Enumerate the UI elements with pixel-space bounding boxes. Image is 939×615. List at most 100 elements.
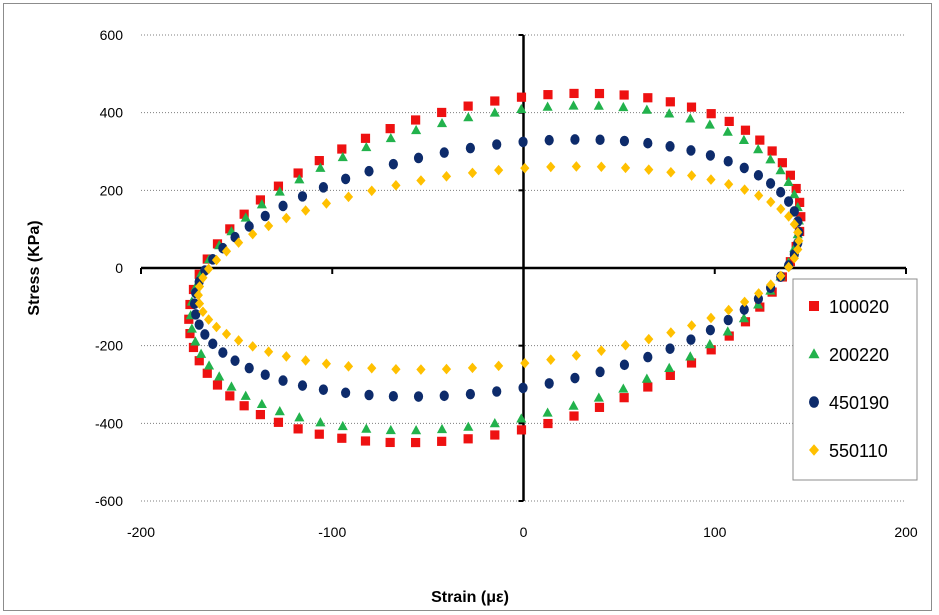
data-point — [686, 145, 696, 156]
data-point — [343, 361, 354, 372]
data-point — [595, 366, 605, 378]
data-point — [437, 436, 447, 446]
data-point — [706, 345, 716, 355]
data-point — [516, 92, 527, 102]
data-point — [436, 423, 448, 434]
data-point — [248, 228, 258, 240]
data-point — [391, 180, 401, 191]
data-point — [465, 142, 475, 154]
data-point — [463, 112, 474, 122]
data-point — [724, 116, 734, 126]
x-tick-label: 200 — [894, 524, 918, 540]
data-point — [214, 371, 225, 381]
data-point — [314, 429, 324, 439]
data-point — [571, 350, 581, 361]
data-point — [256, 398, 267, 409]
data-point — [297, 191, 308, 202]
y-tick-label: 400 — [100, 105, 124, 121]
data-point — [596, 345, 606, 356]
data-point — [595, 134, 605, 146]
data-point — [234, 335, 244, 346]
data-point — [244, 362, 254, 374]
data-point — [186, 323, 197, 333]
data-point — [619, 393, 629, 403]
legend-label: 200220 — [829, 345, 889, 365]
data-point — [776, 186, 786, 198]
data-point — [739, 184, 750, 195]
data-point — [364, 165, 374, 177]
data-point — [620, 339, 631, 351]
data-point — [706, 312, 716, 324]
data-point — [274, 406, 285, 416]
data-point — [704, 339, 715, 349]
data-point — [198, 272, 208, 284]
data-point — [593, 100, 604, 110]
data-point — [789, 252, 799, 264]
data-point — [643, 382, 653, 392]
data-point — [644, 164, 654, 175]
legend-marker — [808, 348, 820, 359]
legend-label: 100020 — [829, 297, 889, 317]
data-point — [685, 351, 696, 361]
data-point — [255, 195, 266, 205]
legend-marker — [809, 396, 819, 408]
data-point — [494, 164, 504, 176]
data-point — [239, 401, 249, 411]
data-point — [686, 358, 697, 368]
data-point — [244, 221, 254, 232]
data-point — [301, 205, 311, 216]
legend-label: 450190 — [829, 393, 889, 413]
data-point — [385, 132, 396, 143]
data-point — [321, 358, 332, 370]
x-tick-label: -100 — [318, 524, 346, 540]
data-point — [705, 150, 715, 161]
data-point — [314, 156, 324, 166]
data-point — [722, 326, 733, 336]
data-point — [321, 198, 332, 209]
data-point — [361, 423, 372, 433]
data-point — [643, 351, 653, 363]
data-point — [343, 191, 354, 203]
data-point — [360, 133, 371, 143]
data-point — [492, 386, 502, 397]
data-point — [239, 209, 249, 219]
data-point — [490, 96, 500, 106]
data-point — [411, 437, 421, 448]
data-point — [784, 261, 794, 273]
data-point — [665, 370, 675, 380]
data-point — [337, 420, 348, 431]
data-point — [775, 165, 786, 175]
data-point — [388, 390, 398, 402]
data-point — [641, 373, 652, 383]
data-point — [546, 354, 556, 365]
y-tick-label: -400 — [95, 415, 123, 431]
data-point — [463, 101, 473, 111]
data-point — [516, 103, 527, 114]
legend: 100020 200220 450190 550110 — [792, 278, 918, 481]
data-point — [278, 200, 288, 212]
data-point — [208, 338, 218, 350]
data-point — [723, 314, 733, 326]
data-point — [185, 329, 195, 339]
data-point — [706, 174, 716, 185]
data-point — [367, 362, 377, 374]
data-point — [724, 331, 734, 341]
data-point — [437, 107, 447, 118]
data-point — [544, 378, 554, 389]
data-point — [255, 410, 266, 420]
data-point — [705, 324, 715, 336]
data-point — [739, 162, 749, 174]
data-point — [413, 391, 424, 402]
data-point — [643, 93, 653, 103]
data-point — [618, 101, 629, 112]
data-point — [467, 362, 478, 374]
data-point — [665, 97, 675, 107]
data-point — [594, 402, 605, 412]
data-point — [738, 134, 749, 145]
data-point — [293, 424, 303, 434]
data-point — [211, 254, 222, 266]
data-point — [740, 125, 751, 135]
data-point — [294, 174, 305, 184]
data-point — [467, 167, 478, 179]
